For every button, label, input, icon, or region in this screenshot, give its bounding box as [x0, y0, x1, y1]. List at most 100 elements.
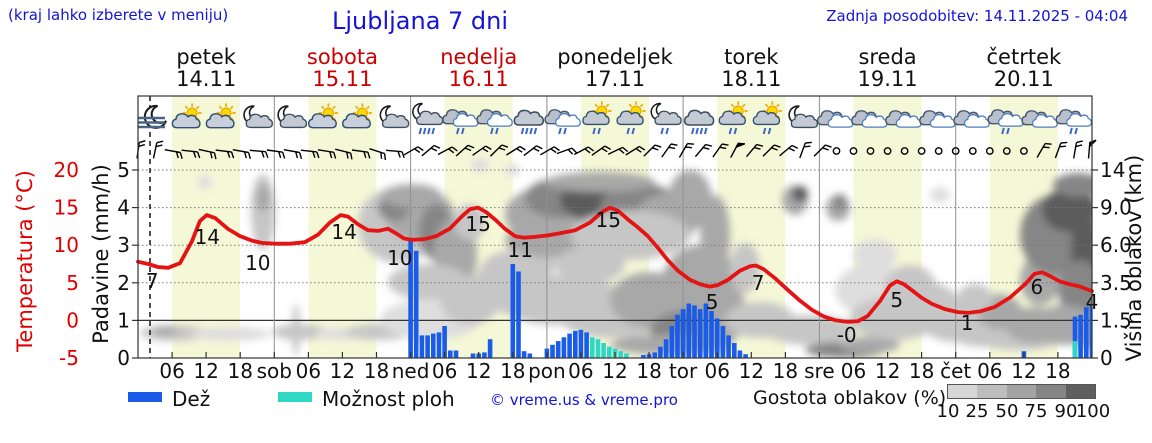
rain-bar	[726, 335, 731, 358]
temp-label: 1	[961, 311, 974, 335]
page-title: Ljubljana 7 dni	[331, 7, 509, 35]
rain-bar	[1078, 314, 1083, 358]
wind-barb-icon	[472, 145, 492, 156]
precip-tick-labels: 5 4 3 2 1 0	[117, 158, 130, 370]
weather-icon-drizzle	[1055, 109, 1093, 135]
rain-bar	[714, 318, 720, 358]
temp-label: 15	[595, 208, 620, 232]
rain-bar	[510, 264, 516, 358]
wind-barb-icon	[678, 142, 694, 158]
time-label: 18	[1045, 359, 1070, 383]
shower-bar	[618, 351, 623, 358]
rain-bar	[425, 335, 430, 358]
rain-bar	[453, 350, 459, 358]
time-label: tor	[669, 359, 698, 383]
time-label: 06	[841, 359, 866, 383]
rain-bar	[692, 305, 697, 358]
wind-barb-icon	[215, 149, 235, 159]
wind-barb-icon	[266, 149, 286, 159]
weather-icon-drizzle-sun	[582, 101, 612, 135]
svg-text:2: 2	[117, 271, 130, 295]
svg-text:0: 0	[1100, 346, 1113, 370]
cloud-blob	[833, 194, 847, 210]
time-label: 06	[296, 359, 321, 383]
svg-text:4: 4	[117, 196, 130, 220]
time-label: sre	[804, 359, 835, 383]
shower-legend-swatch	[278, 392, 312, 402]
wind-barb-icon	[455, 144, 475, 157]
svg-text:9.0: 9.0	[1100, 196, 1132, 220]
time-label: 12	[330, 359, 355, 383]
density-tick: 50	[995, 401, 1019, 422]
wind-barb-icon	[625, 145, 646, 156]
shower-bar	[1072, 341, 1078, 358]
time-label: 12	[466, 359, 491, 383]
svg-text:1.5: 1.5	[1100, 308, 1132, 332]
density-gradient-segment	[948, 385, 978, 398]
time-label: ned	[392, 359, 430, 383]
rain-bar	[686, 303, 692, 358]
calm-wind-icon	[866, 147, 875, 155]
wind-barb-icon	[712, 143, 729, 158]
shower-bar	[624, 353, 629, 358]
wind-barb-icon	[232, 149, 251, 159]
wind-barb-icon	[813, 144, 832, 157]
temp-label: 7	[752, 271, 765, 295]
cloud-blob	[454, 204, 486, 240]
cloud-blob	[668, 170, 712, 230]
weather-icon-partly-sunny	[341, 103, 372, 129]
svg-text:5: 5	[66, 271, 79, 295]
svg-text:5: 5	[117, 158, 130, 182]
wind-barb-icon	[556, 147, 577, 155]
rain-bar	[487, 339, 493, 358]
cloud-blob	[700, 195, 730, 275]
axis-ticks	[132, 169, 1098, 359]
cloud-blob	[292, 304, 300, 356]
rain-bar	[641, 355, 646, 358]
cloud-axis-title: Višina oblakov (km)	[1122, 154, 1146, 362]
rain-bar	[709, 311, 714, 358]
cloud-blob	[272, 324, 328, 340]
temp-label: 5	[890, 288, 903, 312]
weather-icon-drizzle	[987, 109, 1024, 135]
weather-icon-cloudy-night	[788, 105, 819, 129]
wind-barb-icon	[573, 146, 595, 156]
day-date: 20.11	[993, 67, 1054, 91]
rain-bar	[1084, 307, 1089, 358]
day-header-sobota: sobota 15.11	[272, 46, 412, 90]
cloud-blob	[1058, 260, 1092, 320]
calm-wind-icon	[951, 147, 960, 155]
precip-axis-title: Padavine (mm/h)	[89, 164, 113, 344]
copyright-link[interactable]: © vreme.us & vreme.pro	[490, 391, 678, 409]
rain-bar	[419, 335, 425, 358]
svg-text:20: 20	[54, 158, 79, 182]
rain-bar	[561, 337, 567, 358]
rain-bar	[436, 332, 442, 358]
wind-barb-icon	[386, 149, 405, 159]
time-label: 18	[227, 359, 252, 383]
rain-bar	[663, 339, 669, 358]
wind-barb-icon	[1087, 139, 1097, 159]
weather-icon-cloudy	[953, 110, 990, 128]
temp-label: 14	[195, 225, 220, 249]
calm-wind-icon	[968, 147, 977, 155]
day-date: 16.11	[448, 67, 509, 91]
rain-bar	[408, 237, 413, 358]
wind-barb-icon	[181, 149, 201, 159]
time-label: 12	[1011, 359, 1036, 383]
weather-icon-cloudy	[1021, 110, 1058, 128]
cloud-blob	[471, 158, 489, 172]
density-gradient-segment	[1065, 385, 1096, 398]
weather-icon-cloudy-night	[379, 105, 410, 129]
time-label: 18	[500, 359, 525, 383]
temp-label: 10	[387, 246, 412, 270]
wind-barb-icon	[283, 149, 303, 159]
svg-text:3.5: 3.5	[1100, 271, 1132, 295]
weather-icon-fog-night	[138, 104, 167, 129]
weather-icon-cloudy	[816, 110, 854, 128]
temp-label: 14	[331, 220, 356, 244]
day-header-nedelja: nedelja 16.11	[409, 46, 549, 90]
time-label: 18	[773, 359, 798, 383]
